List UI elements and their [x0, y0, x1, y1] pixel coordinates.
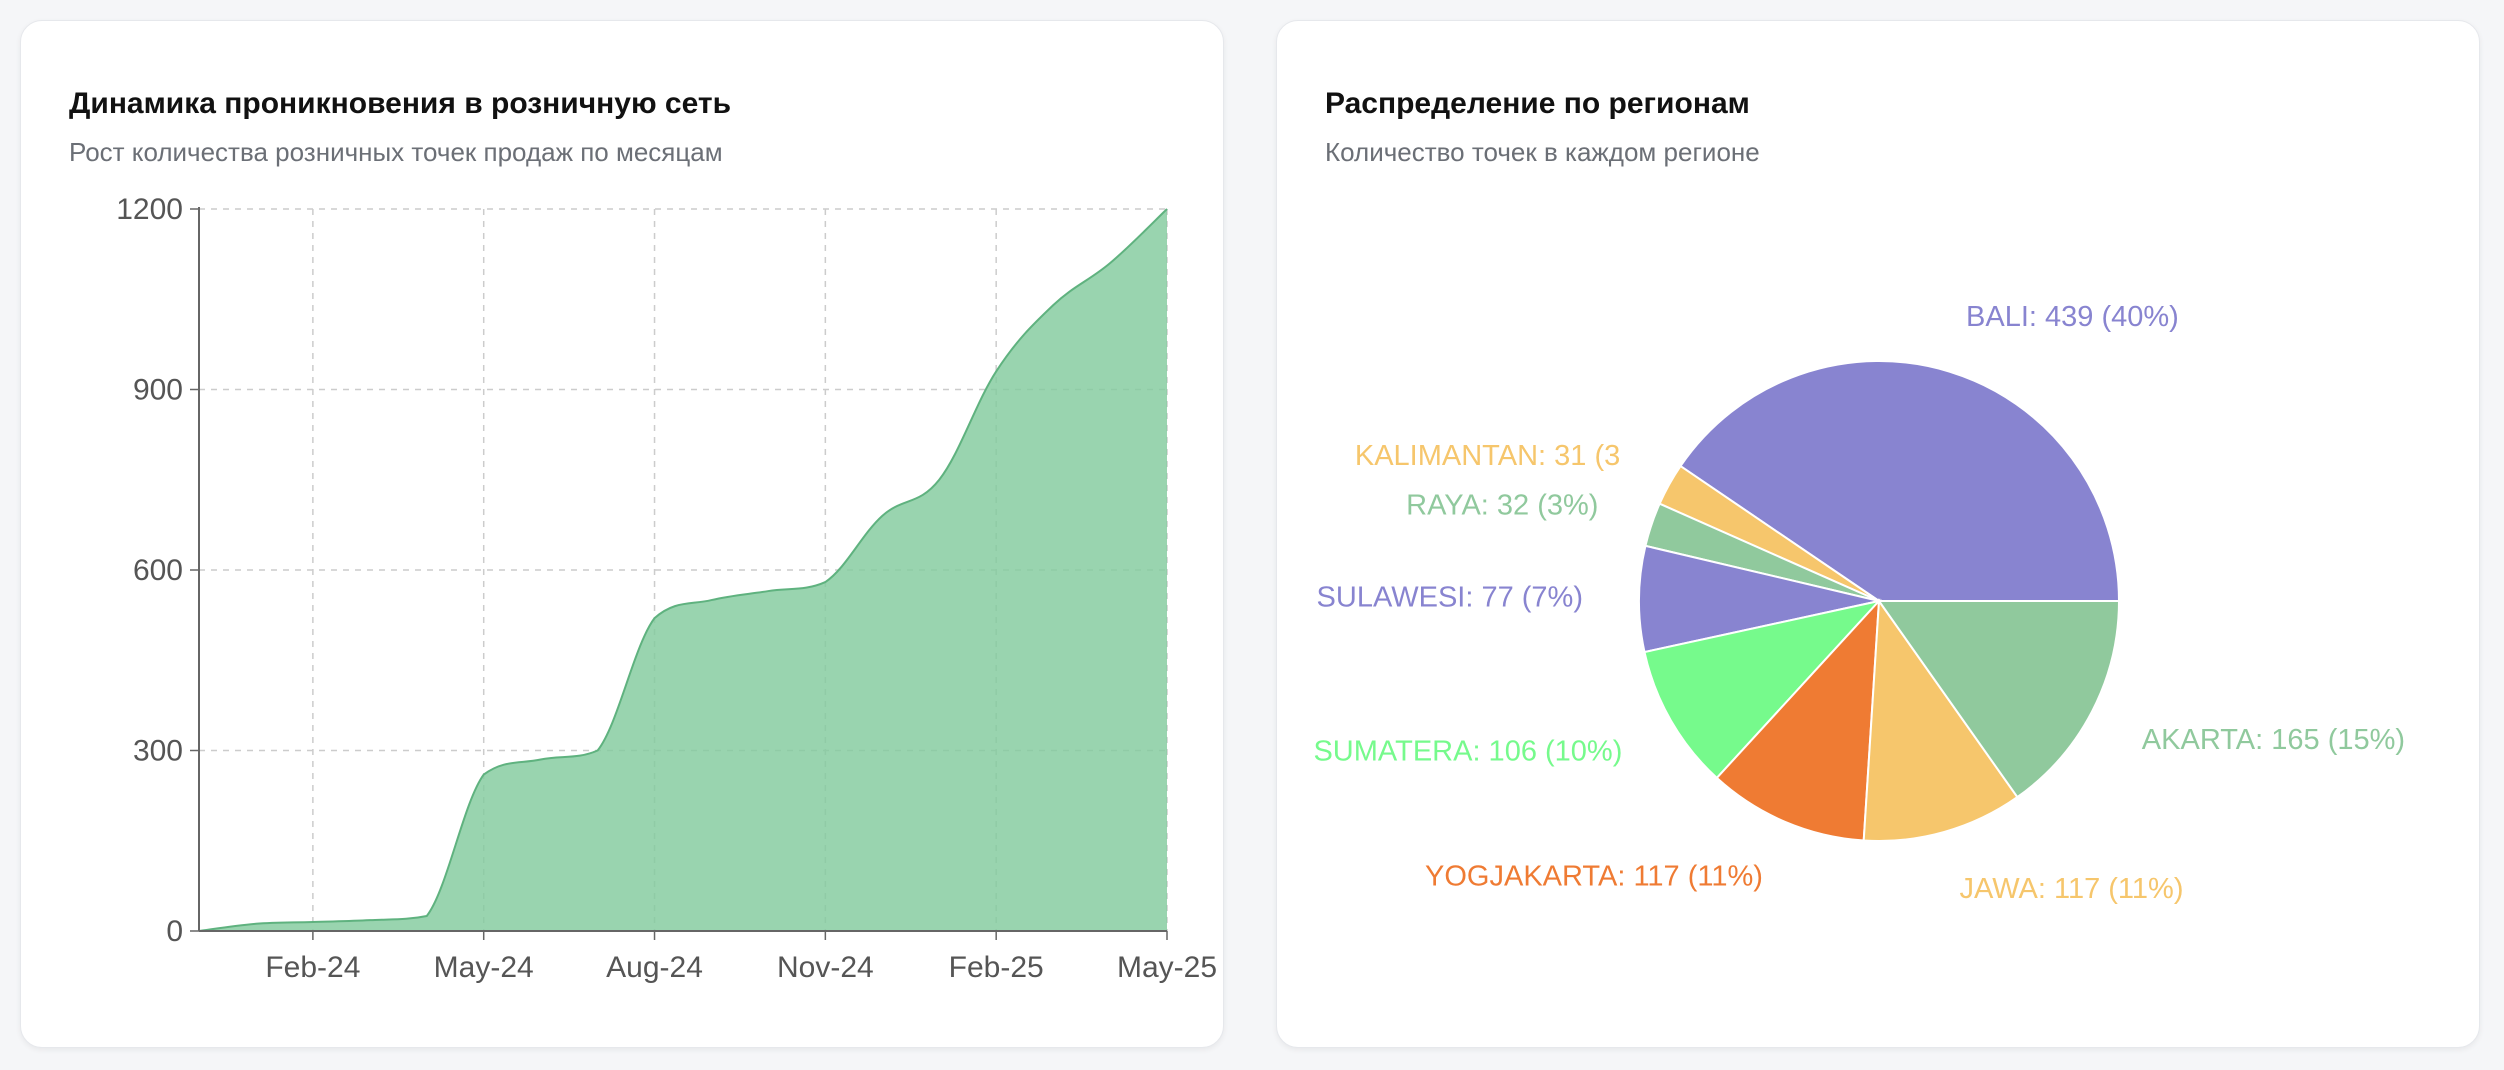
pie-label-jawa: JAWA: 117 (11%) — [1959, 873, 2183, 905]
area-fill — [199, 209, 1167, 931]
pie-label-raya: RAYA: 32 (3%) — [1406, 490, 1598, 522]
retail-growth-card: Динамика проникновения в розничную сеть … — [20, 20, 1224, 1048]
pie-label-kalimantan: KALIMANTAN: 31 (3 — [1355, 440, 1620, 472]
area-axes — [190, 207, 1168, 940]
area-ticks: 0 300 600 900 1200 Feb-24 May-24 Aug-24 Nov-24 Fe… — [116, 193, 1217, 984]
region-distribution-subtitle: Количество точек в каждом регионе — [1325, 137, 1760, 167]
pie-label-yogjakarta: YOGJAKARTA: 117 (11%) — [1425, 860, 1763, 892]
pie-labels: BALI: 439 (40%) KALIMANTAN: 31 (3 RAYA: 32… — [1313, 301, 2405, 905]
x-tick-label: May-24 — [434, 951, 534, 984]
area-line — [198, 208, 1168, 932]
x-tick-label: Aug-24 — [606, 951, 703, 984]
x-tick-label: Nov-24 — [777, 951, 874, 984]
pie-label-sulawesi: SULAWESI: 77 (7%) — [1317, 581, 1583, 613]
x-tick-label: Feb-24 — [265, 951, 360, 984]
pie-label-sumatera: SUMATERA: 106 (10%) — [1313, 736, 1622, 768]
pie-slices — [1638, 360, 2121, 842]
y-tick-label: 600 — [133, 554, 183, 587]
y-tick-label: 1200 — [116, 193, 183, 226]
retail-growth-subtitle: Рост количества розничных точек продаж п… — [69, 137, 723, 167]
area-series — [198, 208, 1168, 932]
retail-growth-title: Динамика проникновения в розничную сеть — [69, 87, 732, 120]
pie-slice-jawa — [1862, 598, 2019, 842]
x-tick-label: Feb-25 — [949, 951, 1044, 984]
area-chart: 0 300 600 900 1200 Feb-24 May-24 Aug-24 Nov-24 Fe… — [116, 193, 1217, 984]
pie-slice-jakarta — [1877, 600, 2121, 799]
pie-chart: BALI: 439 (40%) KALIMANTAN: 31 (3 RAYA: 32… — [1313, 301, 2405, 905]
y-tick-label: 900 — [133, 374, 183, 407]
y-tick-label: 0 — [166, 915, 183, 948]
x-tick-label: May-25 — [1117, 951, 1217, 984]
pie-slice-sulawesi — [1638, 544, 1880, 654]
y-tick-label: 300 — [133, 735, 183, 768]
pie-slice-sumatera — [1643, 599, 1882, 780]
pie-slice-bali — [1679, 360, 2121, 602]
pie-label-jakarta: AKARTA: 165 (15%) — [2142, 724, 2405, 756]
region-distribution-title: Распределение по регионам — [1325, 87, 1750, 120]
region-distribution-card: Распределение по регионам Количество точ… — [1276, 20, 2480, 1048]
pie-slice-yogjakarta — [1715, 598, 1881, 842]
pie-label-bali: BALI: 439 (40%) — [1966, 301, 2179, 333]
